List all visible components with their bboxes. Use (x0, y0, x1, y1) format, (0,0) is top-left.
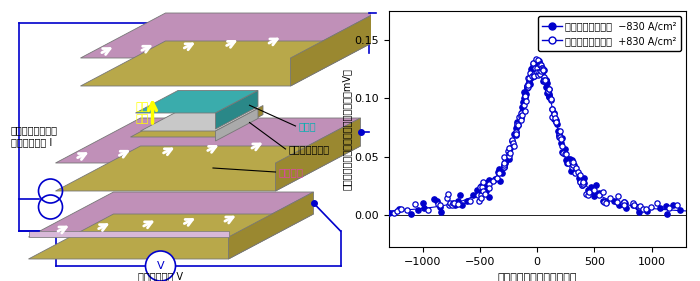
Text: シリコン: シリコン (279, 167, 304, 177)
Polygon shape (55, 146, 360, 191)
X-axis label: 垂直磁界（エルステッド）: 垂直磁界（エルステッド） (498, 273, 577, 281)
Polygon shape (216, 108, 258, 141)
Polygon shape (290, 13, 375, 86)
Polygon shape (55, 118, 360, 163)
Text: シリコンを加熱す
るための電流 I: シリコンを加熱す るための電流 I (10, 125, 57, 147)
Polygon shape (29, 214, 314, 259)
Polygon shape (276, 118, 360, 191)
Legend: シリコン加熱電流  −830 A/cm², シリコン加熱電流  +830 A/cm²: シリコン加熱電流 −830 A/cm², シリコン加熱電流 +830 A/cm² (538, 16, 681, 51)
Polygon shape (80, 41, 375, 86)
Text: 磁性体: 磁性体 (298, 121, 316, 131)
Polygon shape (130, 114, 263, 137)
Polygon shape (136, 90, 258, 113)
Polygon shape (228, 192, 314, 259)
Polygon shape (29, 192, 314, 237)
Polygon shape (29, 231, 228, 237)
Circle shape (146, 251, 176, 281)
Text: トンネル絶縁層: トンネル絶縁層 (288, 144, 330, 154)
Y-axis label: 磁性体とシリコンの間に生ずる電圧（mV）: 磁性体とシリコンの間に生ずる電圧（mV） (342, 68, 351, 190)
Text: 発生する電圧 V: 発生する電圧 V (138, 271, 183, 281)
Text: V: V (157, 261, 164, 271)
Polygon shape (80, 13, 375, 58)
Polygon shape (141, 108, 258, 131)
Text: 垂直
磁界: 垂直 磁界 (136, 102, 149, 124)
Polygon shape (216, 90, 258, 129)
Polygon shape (220, 105, 263, 137)
